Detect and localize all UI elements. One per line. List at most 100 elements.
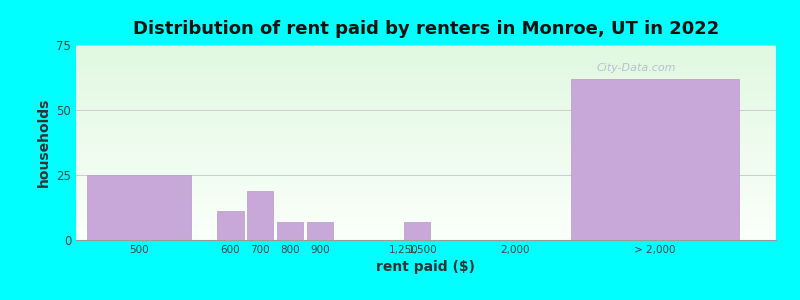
- Bar: [76, 208, 776, 209]
- Bar: [76, 156, 776, 157]
- Bar: [76, 140, 776, 141]
- Bar: [76, 116, 776, 117]
- Bar: [76, 233, 776, 234]
- Bar: [76, 84, 776, 85]
- Bar: [76, 71, 776, 72]
- Bar: [76, 185, 776, 186]
- Bar: [76, 216, 776, 217]
- Bar: [76, 154, 776, 155]
- Bar: [76, 48, 776, 49]
- Bar: [76, 164, 776, 165]
- Title: Distribution of rent paid by renters in Monroe, UT in 2022: Distribution of rent paid by renters in …: [133, 20, 719, 38]
- Bar: [76, 176, 776, 177]
- Bar: [76, 235, 776, 236]
- Bar: [76, 135, 776, 136]
- Bar: [76, 187, 776, 188]
- Bar: [76, 227, 776, 228]
- Bar: [76, 188, 776, 189]
- Bar: [76, 119, 776, 120]
- Bar: [76, 128, 776, 129]
- Bar: [76, 93, 776, 94]
- Bar: [76, 106, 776, 107]
- Bar: [76, 218, 776, 219]
- Bar: [76, 46, 776, 47]
- Bar: [76, 114, 776, 115]
- Bar: [76, 210, 776, 211]
- Bar: [76, 96, 776, 97]
- Bar: [76, 149, 776, 150]
- Bar: [76, 95, 776, 96]
- Bar: [76, 212, 776, 213]
- Bar: [76, 239, 776, 240]
- Bar: [76, 139, 776, 140]
- Bar: [76, 194, 776, 195]
- Bar: [76, 214, 776, 215]
- Bar: [76, 129, 776, 130]
- Bar: [76, 150, 776, 151]
- Bar: [76, 102, 776, 103]
- Bar: [76, 55, 776, 56]
- Bar: [76, 158, 776, 159]
- Bar: [76, 145, 776, 146]
- Bar: [76, 146, 776, 147]
- Bar: [76, 90, 776, 91]
- Bar: [76, 195, 776, 196]
- Bar: [76, 124, 776, 125]
- Bar: [76, 160, 776, 161]
- Bar: [76, 112, 776, 113]
- Bar: [76, 220, 776, 221]
- Bar: [76, 151, 776, 152]
- Bar: [76, 162, 776, 163]
- Bar: [76, 75, 776, 76]
- Bar: [76, 62, 776, 63]
- Bar: [76, 203, 776, 204]
- Bar: [76, 60, 776, 61]
- Bar: [76, 205, 776, 206]
- Bar: [76, 63, 776, 64]
- Bar: [76, 105, 776, 106]
- Bar: [76, 107, 776, 108]
- Bar: [76, 215, 776, 216]
- Bar: [76, 132, 776, 133]
- Bar: [76, 157, 776, 158]
- Bar: [76, 206, 776, 207]
- Bar: [76, 217, 776, 218]
- Bar: [76, 64, 776, 65]
- Bar: [76, 120, 776, 121]
- Bar: [76, 98, 776, 99]
- Bar: [76, 196, 776, 197]
- Bar: [76, 179, 776, 180]
- Bar: [76, 58, 776, 59]
- Bar: [76, 141, 776, 142]
- Bar: [76, 53, 776, 54]
- Bar: [76, 67, 776, 68]
- Bar: [76, 45, 776, 46]
- Bar: [76, 172, 776, 173]
- Bar: [76, 89, 776, 90]
- Bar: [76, 51, 776, 52]
- Bar: [76, 137, 776, 138]
- Bar: [76, 142, 776, 143]
- Bar: [76, 56, 776, 57]
- Bar: [76, 74, 776, 75]
- Bar: [76, 207, 776, 208]
- Bar: [76, 234, 776, 235]
- Bar: [76, 117, 776, 118]
- Bar: [76, 52, 776, 53]
- Bar: [76, 121, 776, 122]
- Bar: [76, 92, 776, 93]
- Bar: [76, 69, 776, 70]
- Bar: [76, 110, 776, 111]
- Bar: [76, 78, 776, 79]
- Bar: [76, 80, 776, 81]
- Bar: [76, 49, 776, 50]
- Bar: [76, 192, 776, 193]
- Bar: [247, 190, 274, 240]
- Bar: [76, 70, 776, 71]
- Bar: [76, 86, 776, 87]
- Bar: [76, 178, 776, 179]
- Bar: [307, 222, 333, 240]
- Bar: [76, 201, 776, 202]
- Bar: [76, 228, 776, 229]
- Bar: [76, 190, 776, 191]
